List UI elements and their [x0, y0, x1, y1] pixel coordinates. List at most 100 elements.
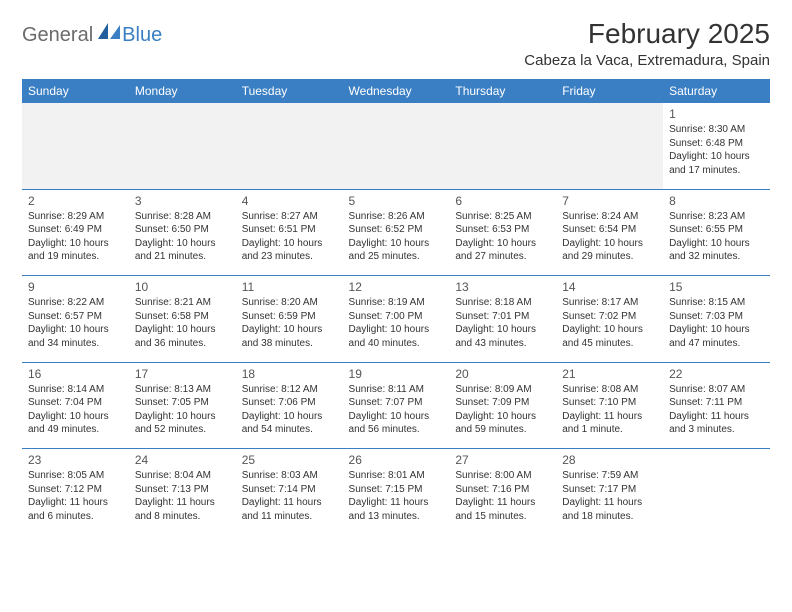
- sunset-text: Sunset: 7:04 PM: [28, 396, 123, 410]
- d2-text: and 32 minutes.: [669, 250, 764, 264]
- page-title: February 2025: [524, 18, 770, 50]
- d1-text: Daylight: 10 hours: [349, 323, 444, 337]
- sunset-text: Sunset: 6:55 PM: [669, 223, 764, 237]
- sunrise-text: Sunrise: 8:23 AM: [669, 210, 764, 224]
- sunrise-text: Sunrise: 8:04 AM: [135, 469, 230, 483]
- d2-text: and 18 minutes.: [562, 510, 657, 524]
- week-row: 9Sunrise: 8:22 AMSunset: 6:57 PMDaylight…: [22, 276, 770, 362]
- day-cell: 12Sunrise: 8:19 AMSunset: 7:00 PMDayligh…: [343, 276, 450, 362]
- day-cell: 17Sunrise: 8:13 AMSunset: 7:05 PMDayligh…: [129, 363, 236, 449]
- day-number: 14: [562, 279, 657, 295]
- day-number: 12: [349, 279, 444, 295]
- day-number: 22: [669, 366, 764, 382]
- day-cell: [22, 103, 129, 189]
- sunrise-text: Sunrise: 8:27 AM: [242, 210, 337, 224]
- day-cell: 23Sunrise: 8:05 AMSunset: 7:12 PMDayligh…: [22, 449, 129, 535]
- sunset-text: Sunset: 7:00 PM: [349, 310, 444, 324]
- sunrise-text: Sunrise: 8:03 AM: [242, 469, 337, 483]
- d1-text: Daylight: 10 hours: [562, 323, 657, 337]
- sunrise-text: Sunrise: 8:29 AM: [28, 210, 123, 224]
- sunset-text: Sunset: 7:16 PM: [455, 483, 550, 497]
- d1-text: Daylight: 10 hours: [455, 323, 550, 337]
- d2-text: and 17 minutes.: [669, 164, 764, 178]
- sunrise-text: Sunrise: 8:19 AM: [349, 296, 444, 310]
- day-number: 19: [349, 366, 444, 382]
- day-cell: [449, 103, 556, 189]
- day-number: 3: [135, 193, 230, 209]
- week-row: 23Sunrise: 8:05 AMSunset: 7:12 PM Dayligh…: [22, 449, 770, 535]
- title-block: February 2025 Cabeza la Vaca, Extremadur…: [524, 18, 770, 69]
- sunrise-text: Sunrise: 8:09 AM: [455, 383, 550, 397]
- d2-text: and 56 minutes.: [349, 423, 444, 437]
- sunrise-text: Sunrise: 8:25 AM: [455, 210, 550, 224]
- week-row: 2Sunrise: 8:29 AMSunset: 6:49 PMDaylight…: [22, 190, 770, 276]
- calendar-table: Sunday Monday Tuesday Wednesday Thursday…: [22, 79, 770, 535]
- day-cell: 14Sunrise: 8:17 AMSunset: 7:02 PMDayligh…: [556, 276, 663, 362]
- sunset-text: Sunset: 6:58 PM: [135, 310, 230, 324]
- d2-text: and 27 minutes.: [455, 250, 550, 264]
- d2-text: and 59 minutes.: [455, 423, 550, 437]
- d2-text: and 40 minutes.: [349, 337, 444, 351]
- logo-sail-icon: [98, 23, 120, 44]
- day-cell: 13Sunrise: 8:18 AMSunset: 7:01 PMDayligh…: [449, 276, 556, 362]
- day-cell: 9Sunrise: 8:22 AMSunset: 6:57 PMDaylight…: [22, 276, 129, 362]
- day-cell: 6Sunrise: 8:25 AMSunset: 6:53 PMDaylight…: [449, 190, 556, 276]
- d2-text: and 47 minutes.: [669, 337, 764, 351]
- d2-text: and 43 minutes.: [455, 337, 550, 351]
- sunset-text: Sunset: 7:07 PM: [349, 396, 444, 410]
- day-number: 15: [669, 279, 764, 295]
- sunset-text: Sunset: 7:14 PM: [242, 483, 337, 497]
- d1-text: Daylight: 10 hours: [28, 323, 123, 337]
- day-number: 23: [28, 452, 123, 468]
- day-cell: [236, 103, 343, 189]
- d2-text: and 15 minutes.: [455, 510, 550, 524]
- logo-text-blue: Blue: [122, 24, 162, 47]
- sunset-text: Sunset: 7:12 PM: [28, 483, 123, 497]
- d2-text: and 11 minutes.: [242, 510, 337, 524]
- d1-text: Daylight: 10 hours: [135, 237, 230, 251]
- d2-text: and 3 minutes.: [669, 423, 764, 437]
- d1-text: Daylight: 10 hours: [242, 323, 337, 337]
- d1-text: Daylight: 10 hours: [135, 410, 230, 424]
- day-cell: 10Sunrise: 8:21 AMSunset: 6:58 PMDayligh…: [129, 276, 236, 362]
- sunset-text: Sunset: 7:13 PM: [135, 483, 230, 497]
- d2-text: and 52 minutes.: [135, 423, 230, 437]
- sunrise-text: Sunrise: 8:12 AM: [242, 383, 337, 397]
- sunset-text: Sunset: 6:53 PM: [455, 223, 550, 237]
- day-cell: 19Sunrise: 8:11 AMSunset: 7:07 PMDayligh…: [343, 363, 450, 449]
- sunrise-text: Sunrise: 8:15 AM: [669, 296, 764, 310]
- day-number: 11: [242, 279, 337, 295]
- day-number: 21: [562, 366, 657, 382]
- d1-text: Daylight: 11 hours: [669, 410, 764, 424]
- sunset-text: Sunset: 7:03 PM: [669, 310, 764, 324]
- dow-saturday: Saturday: [663, 79, 770, 103]
- sunset-text: Sunset: 7:15 PM: [349, 483, 444, 497]
- sunset-text: Sunset: 6:57 PM: [28, 310, 123, 324]
- calendar-body: 1Sunrise: 8:30 AMSunset: 6:48 PMDaylight…: [22, 103, 770, 535]
- day-cell: 28Sunrise: 7:59 AMSunset: 7:17 PMDayligh…: [556, 449, 663, 535]
- sunset-text: Sunset: 7:05 PM: [135, 396, 230, 410]
- logo: General Blue: [22, 24, 162, 47]
- sunrise-text: Sunrise: 8:00 AM: [455, 469, 550, 483]
- sunset-text: Sunset: 7:02 PM: [562, 310, 657, 324]
- d2-text: and 23 minutes.: [242, 250, 337, 264]
- sunrise-text: Sunrise: 7:59 AM: [562, 469, 657, 483]
- d1-text: Daylight: 11 hours: [349, 496, 444, 510]
- location-subtitle: Cabeza la Vaca, Extremadura, Spain: [524, 52, 770, 69]
- day-number: 4: [242, 193, 337, 209]
- sunrise-text: Sunrise: 8:08 AM: [562, 383, 657, 397]
- day-cell: 11Sunrise: 8:20 AMSunset: 6:59 PMDayligh…: [236, 276, 343, 362]
- day-number: 26: [349, 452, 444, 468]
- day-cell: 20Sunrise: 8:09 AMSunset: 7:09 PMDayligh…: [449, 363, 556, 449]
- sunset-text: Sunset: 7:17 PM: [562, 483, 657, 497]
- d1-text: Daylight: 11 hours: [242, 496, 337, 510]
- sunset-text: Sunset: 6:52 PM: [349, 223, 444, 237]
- sunset-text: Sunset: 6:51 PM: [242, 223, 337, 237]
- sunrise-text: Sunrise: 8:30 AM: [669, 123, 764, 137]
- day-number: 17: [135, 366, 230, 382]
- day-cell: 21Sunrise: 8:08 AMSunset: 7:10 PMDayligh…: [556, 363, 663, 449]
- d2-text: and 25 minutes.: [349, 250, 444, 264]
- sunset-text: Sunset: 6:59 PM: [242, 310, 337, 324]
- sunrise-text: Sunrise: 8:05 AM: [28, 469, 123, 483]
- sunset-text: Sunset: 7:06 PM: [242, 396, 337, 410]
